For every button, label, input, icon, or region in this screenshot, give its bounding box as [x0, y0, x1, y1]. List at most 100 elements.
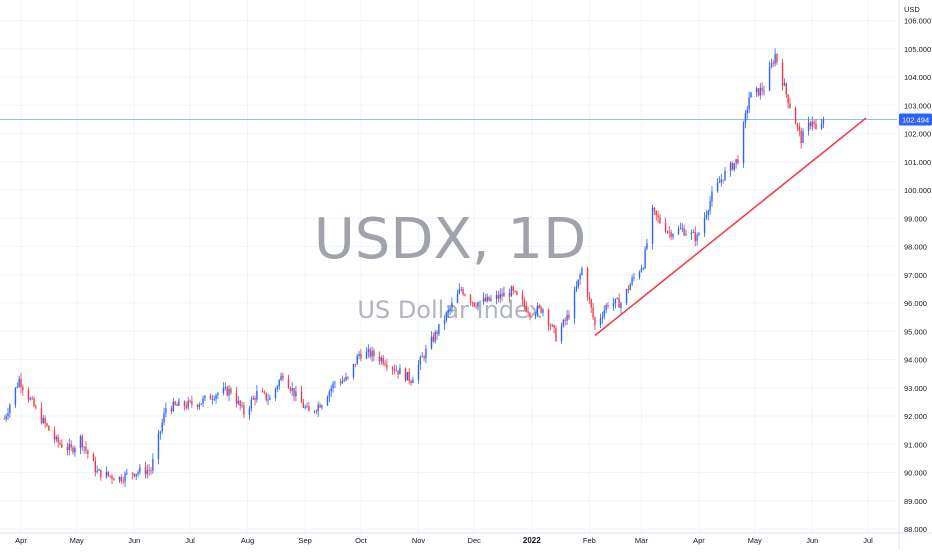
candle-body	[14, 387, 17, 405]
candle-body	[133, 473, 136, 477]
candle-body	[438, 323, 440, 335]
candle-body	[516, 291, 518, 295]
watermark-symbol: USDX, 1D	[314, 207, 586, 272]
candle-body	[696, 234, 698, 241]
candle-body	[618, 298, 620, 308]
candle-body	[796, 124, 799, 127]
candle-body	[809, 122, 812, 127]
candle-body	[800, 130, 802, 144]
candle-body	[646, 243, 648, 249]
candle-body	[709, 201, 711, 212]
candle-body	[482, 298, 485, 303]
candle-body	[187, 400, 189, 408]
candle-body	[215, 394, 217, 400]
price-axis[interactable]: 88.000 89.000 90.000 91.000 92.000 93.000 94.0…	[898, 0, 931, 550]
trendline[interactable]	[594, 117, 867, 337]
candle-body	[334, 382, 336, 384]
candle-body	[27, 389, 30, 400]
candle-body	[3, 418, 5, 420]
candle-body	[213, 399, 215, 400]
candle-body	[131, 472, 134, 474]
candle-body	[319, 404, 321, 408]
x-tick-label: Apr	[693, 536, 705, 545]
y-tick-label: 96.000	[904, 299, 927, 308]
x-tick-label: Sep	[299, 536, 312, 545]
y-tick-label: 89.000	[904, 497, 927, 506]
candle-body	[495, 295, 498, 299]
time-axis[interactable]: Apr May Jun Jul Aug Sep Oct Nov Dec 2022 Feb Mar Apr…	[0, 532, 932, 545]
candle-body	[40, 407, 43, 423]
y-tick-label: 97.000	[904, 271, 927, 280]
candle-body	[159, 431, 162, 434]
candle-body	[87, 450, 89, 454]
candle-body	[384, 363, 386, 365]
candle-body	[449, 308, 451, 310]
candle-body	[126, 472, 128, 474]
candle-body	[588, 296, 591, 300]
candle-body	[124, 473, 126, 482]
candle-body	[122, 481, 124, 483]
candle-body	[152, 459, 154, 471]
candle-body	[692, 232, 695, 233]
candle-body	[399, 368, 401, 375]
candle-body	[365, 351, 368, 359]
candle-body	[382, 357, 384, 364]
candle-body	[46, 423, 48, 426]
candle-body	[436, 331, 438, 335]
candle-body	[369, 349, 371, 357]
y-tick-label: 103.000	[904, 101, 931, 110]
candle-body	[256, 390, 258, 400]
candle-body	[464, 294, 466, 296]
candle-body	[79, 436, 82, 449]
candle-body	[347, 376, 349, 378]
candle-body	[198, 404, 201, 407]
candle-body	[670, 232, 672, 237]
candle-body	[603, 310, 605, 317]
candle-body	[352, 364, 355, 378]
candle-body	[267, 399, 269, 401]
candle-body	[770, 63, 773, 68]
candle-body	[644, 248, 646, 269]
candle-body	[564, 319, 566, 321]
candle-body	[737, 159, 739, 164]
candle-body	[109, 475, 111, 477]
candle-body	[391, 367, 394, 370]
candle-body	[551, 325, 553, 327]
candle-body	[473, 302, 475, 307]
candle-body	[471, 302, 474, 304]
candle-body	[560, 326, 563, 342]
x-tick-label: Oct	[355, 536, 368, 545]
x-tick-label: Mar	[635, 536, 648, 545]
candle-body	[44, 417, 46, 424]
candle-body	[590, 299, 592, 308]
candle-body	[200, 403, 202, 405]
candle-body	[176, 404, 178, 406]
candle-body	[707, 211, 709, 216]
candle-body	[536, 305, 539, 315]
candle-body	[224, 387, 227, 389]
candle-body	[135, 473, 137, 477]
y-tick-label: 104.000	[904, 73, 931, 82]
x-tick-label: Jun	[128, 536, 140, 545]
candle-body	[768, 67, 771, 91]
candle-body	[629, 284, 631, 291]
candle-body	[757, 88, 760, 96]
candle-body	[35, 406, 37, 408]
candle-body	[668, 231, 670, 233]
candle-body	[724, 171, 726, 181]
candle-body	[443, 320, 446, 324]
candle-body	[633, 277, 635, 278]
candle-body	[785, 83, 787, 95]
candle-body	[445, 312, 448, 321]
candle-body	[289, 388, 292, 391]
candle-body	[475, 306, 477, 307]
candle-body	[579, 274, 581, 280]
candle-body	[230, 388, 232, 393]
candle-body	[282, 375, 284, 379]
candle-body	[599, 317, 602, 325]
candle-body	[70, 444, 72, 448]
candle-body	[458, 289, 461, 294]
candle-body	[146, 470, 149, 475]
candle-body	[120, 476, 122, 482]
